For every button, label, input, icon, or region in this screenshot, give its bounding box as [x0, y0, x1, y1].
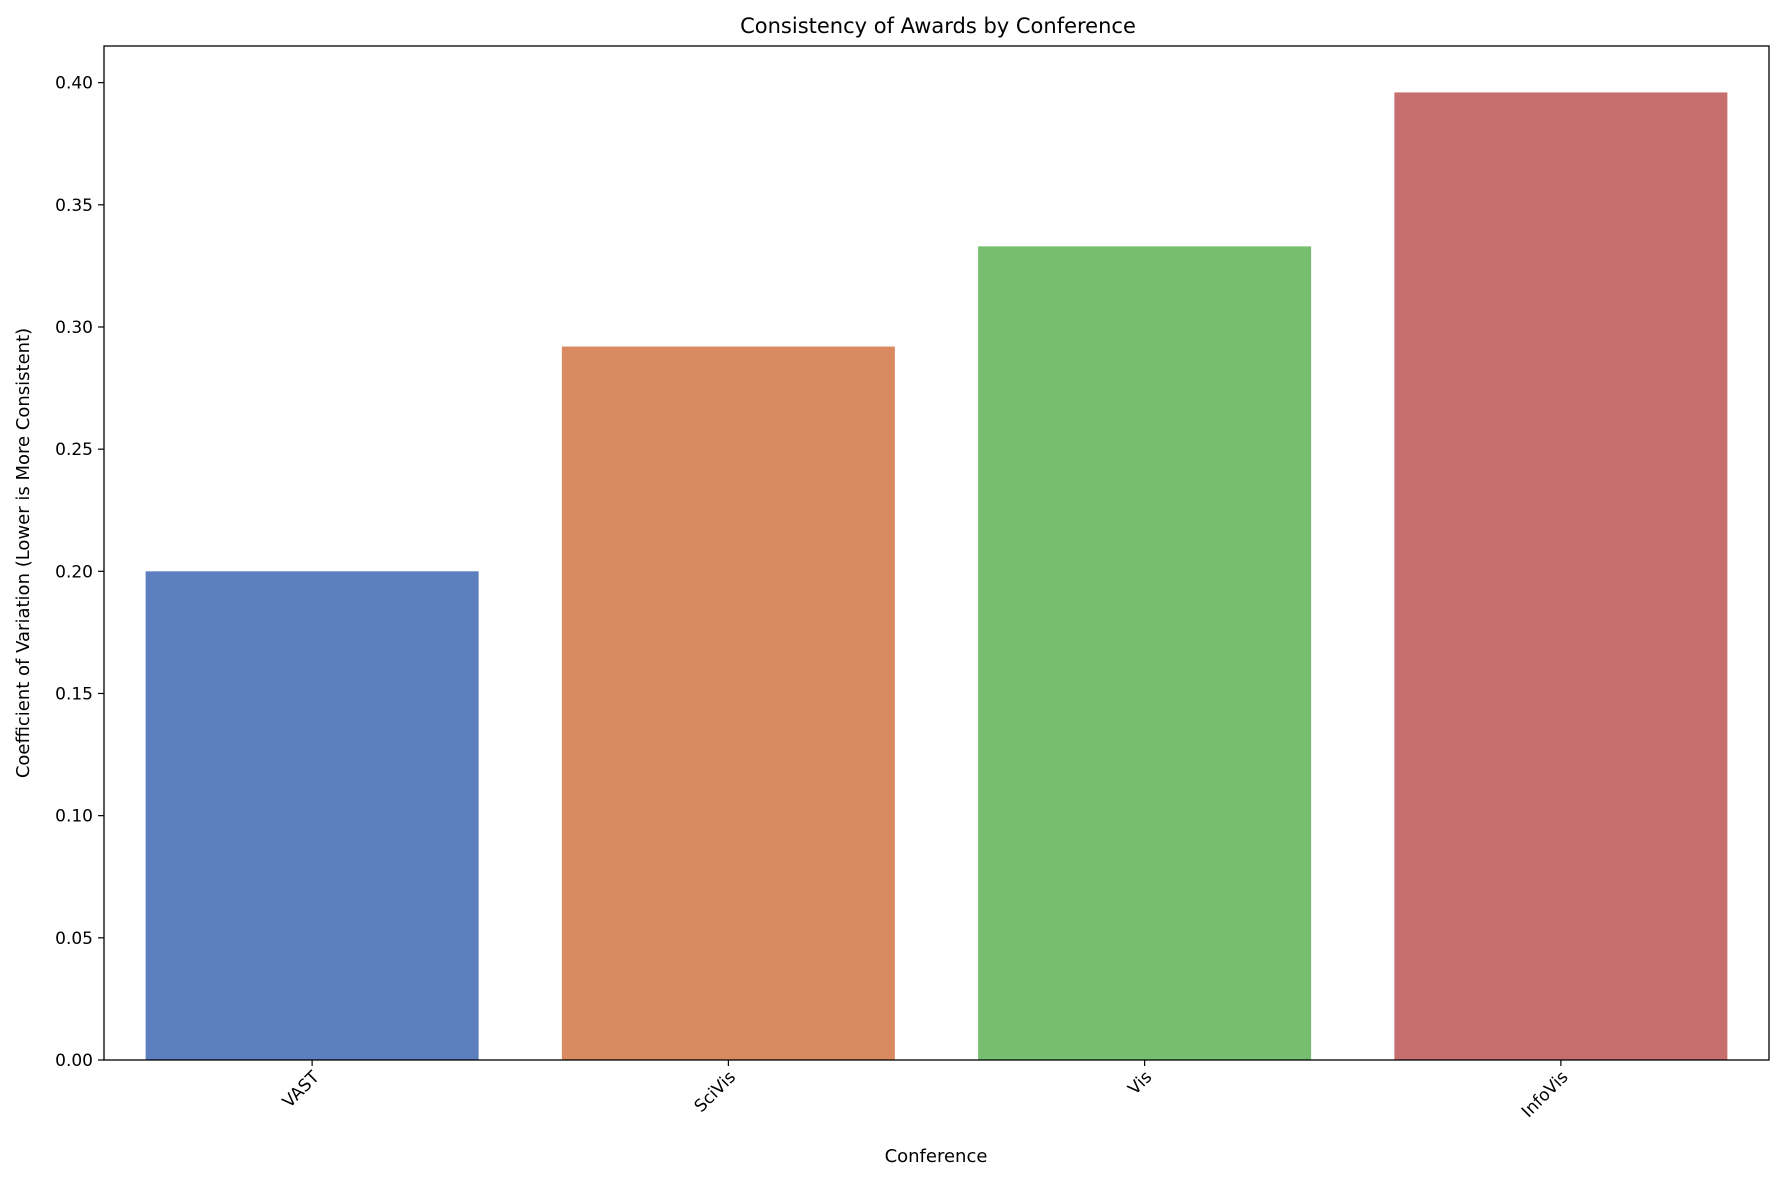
- y-axis: 0.00 0.05 0.10 0.15 0.20 0.25 0.30 0.35 0.40: [55, 74, 104, 1071]
- y-tick-label: 0.30: [55, 318, 93, 338]
- y-tick-label: 0.05: [55, 929, 93, 949]
- bar-infovis: [1394, 92, 1728, 1061]
- plot-frame: [103, 45, 1770, 1061]
- x-axis: VAST SciVis Vis InfoVis: [279, 1060, 1573, 1122]
- x-tick-label-infovis: InfoVis: [1518, 1067, 1573, 1122]
- bars-group: [145, 92, 1728, 1061]
- y-tick-label: 0.35: [55, 196, 93, 216]
- y-tick-label: 0.40: [55, 74, 93, 94]
- bar-vast: [145, 571, 479, 1060]
- y-tick-label: 0.25: [55, 440, 93, 460]
- y-axis-label: Coefficient of Variation (Lower is More …: [13, 328, 34, 778]
- chart-title: Consistency of Awards by Conference: [740, 14, 1136, 38]
- bar-scivis: [561, 346, 895, 1061]
- y-tick-label: 0.10: [55, 807, 93, 827]
- x-axis-label: Conference: [885, 1146, 988, 1167]
- x-tick-label-vast: VAST: [279, 1067, 324, 1112]
- x-tick-label-scivis: SciVis: [691, 1067, 740, 1116]
- y-tick-label: 0.20: [55, 562, 93, 582]
- y-tick-label: 0.15: [55, 684, 93, 704]
- bar-vis: [978, 246, 1312, 1060]
- y-tick-label: 0.00: [55, 1051, 93, 1071]
- x-tick-label-vis: Vis: [1124, 1067, 1156, 1099]
